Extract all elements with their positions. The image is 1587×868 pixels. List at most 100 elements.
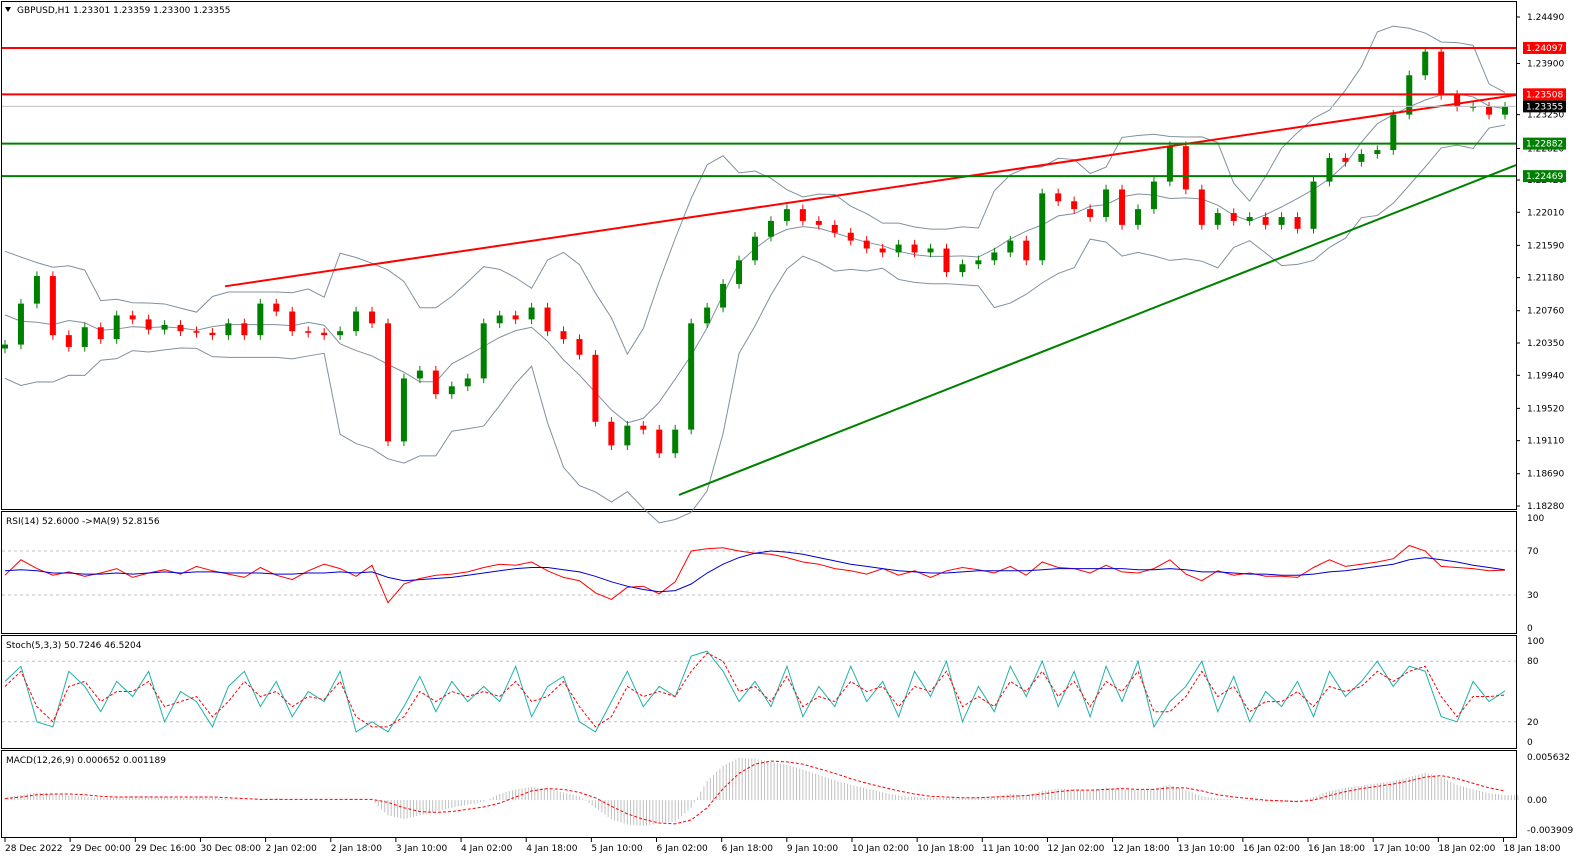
level-price-tag: [1523, 88, 1566, 101]
candle-body: [177, 324, 184, 332]
candle-body: [688, 323, 695, 430]
price-tick-label: 1.24490: [1527, 13, 1564, 23]
price-panel-title: GBPUSD,H1 1.23301 1.23359 1.23300 1.2335…: [17, 6, 230, 16]
price-tick-label: 1.21180: [1527, 274, 1564, 284]
macd-tick-label: 0.005632: [1527, 753, 1570, 763]
level-price-tag: [1523, 137, 1566, 150]
candle-body: [257, 303, 264, 336]
candle-body: [911, 244, 918, 253]
candle-body: [592, 354, 599, 422]
x-tick-label: 12 Jan 02:00: [1047, 844, 1104, 854]
candle-body: [1502, 106, 1508, 115]
stoch-panel-title: Stoch(5,3,3) 50.7246 46.5204: [6, 641, 142, 651]
price-panel-frame: [1, 1, 1517, 510]
x-tick-label: 12 Jan 18:00: [1113, 844, 1170, 854]
stoch-tick-label: 100: [1527, 637, 1544, 647]
candle-body: [656, 429, 663, 454]
candle-body: [991, 252, 998, 261]
candle-body: [81, 327, 88, 347]
candle-body: [496, 315, 503, 324]
stoch-panel: 100 80 20 0: [2, 637, 1544, 748]
macd-panel-frame: [1, 750, 1517, 838]
candle-body: [672, 429, 679, 454]
candle-body: [1390, 114, 1397, 151]
candle-body: [1438, 51, 1445, 95]
macd-tick-label: 0.00: [1527, 796, 1547, 806]
candle-body: [640, 425, 647, 430]
x-tick-label: 10 Jan 02:00: [852, 844, 909, 854]
candle-body: [369, 311, 376, 324]
price-tick-label: 1.23250: [1527, 111, 1564, 121]
candle-body: [273, 303, 280, 312]
rsi-tick-label: 70: [1527, 547, 1539, 557]
x-tick-label: 6 Jan 18:00: [722, 844, 774, 854]
candle-body: [1310, 181, 1317, 229]
macd-signal-line: [4, 760, 1506, 825]
candle-body: [815, 220, 822, 225]
x-tick-label: 9 Jan 10:00: [787, 844, 839, 854]
candle-body: [783, 209, 790, 221]
candle-body: [1486, 106, 1493, 115]
candle-body: [879, 248, 886, 253]
macd-panel: 0.005632 0.00 -0.003909: [4, 753, 1573, 836]
candle-body: [321, 332, 328, 336]
candle-body: [1246, 217, 1253, 221]
candle-body: [1023, 240, 1030, 261]
candle-body: [752, 236, 758, 261]
candle-body: [337, 331, 344, 336]
x-tick-label: 29 Dec 16:00: [135, 844, 196, 854]
candle-body: [65, 335, 72, 347]
price-tick-label: 1.20350: [1527, 339, 1564, 349]
candle-body: [1294, 217, 1301, 229]
price-tick-label: 1.19110: [1527, 437, 1564, 447]
price-tick-label: 1.22010: [1527, 208, 1564, 218]
candle-body: [863, 240, 870, 249]
candle-body: [161, 324, 168, 330]
candle-body: [49, 276, 56, 336]
candle-body: [416, 370, 423, 379]
price-tick-label: 1.19520: [1527, 404, 1564, 414]
x-tick-label: 2 Jan 02:00: [266, 844, 318, 854]
candle-body: [129, 315, 136, 320]
stoch-series-line: [4, 652, 1506, 728]
candle-body: [1134, 209, 1141, 225]
level-price-tag: [1523, 41, 1566, 54]
candle-body: [1454, 94, 1461, 107]
candle-body: [33, 276, 40, 304]
candle-body: [1087, 209, 1094, 218]
candle-body: [1326, 157, 1333, 182]
candle-body: [927, 248, 934, 253]
x-tick-label: 28 Dec 2022: [5, 844, 63, 854]
level-price-tag: [1523, 170, 1566, 183]
candle-body: [1071, 201, 1078, 210]
x-tick-label: 4 Jan 18:00: [526, 844, 578, 854]
candle-body: [1230, 213, 1237, 221]
candle-body: [480, 323, 487, 379]
candle-body: [193, 331, 200, 333]
candle-body: [241, 323, 248, 336]
x-tick-label: 11 Jan 10:00: [982, 844, 1039, 854]
candle-body: [1342, 157, 1349, 162]
candle-body: [1007, 240, 1014, 253]
candle-body: [1214, 213, 1221, 225]
candle-body: [512, 315, 519, 320]
candle-body: [1278, 217, 1285, 225]
candle-body: [432, 370, 439, 395]
x-tick-label: 16 Jan 18:00: [1308, 844, 1365, 854]
candle-body: [1150, 181, 1157, 210]
macd-panel-title: MACD(12,26,9) 0.000652 0.001189: [6, 756, 166, 766]
candle-body: [560, 331, 567, 340]
candle-body: [975, 260, 982, 265]
candle-body: [225, 323, 232, 336]
collapse-triangle-icon[interactable]: [5, 7, 11, 12]
candle-body: [1166, 146, 1173, 182]
candle-body: [353, 311, 360, 332]
candle-body: [959, 264, 966, 273]
stoch-tick-label: 20: [1527, 718, 1539, 728]
x-tick-label: 4 Jan 02:00: [461, 844, 513, 854]
x-tick-label: 30 Dec 08:00: [200, 844, 261, 854]
level-price-tag-label: 1.24097: [1526, 44, 1563, 54]
rsi-tick-label: 100: [1527, 514, 1544, 524]
